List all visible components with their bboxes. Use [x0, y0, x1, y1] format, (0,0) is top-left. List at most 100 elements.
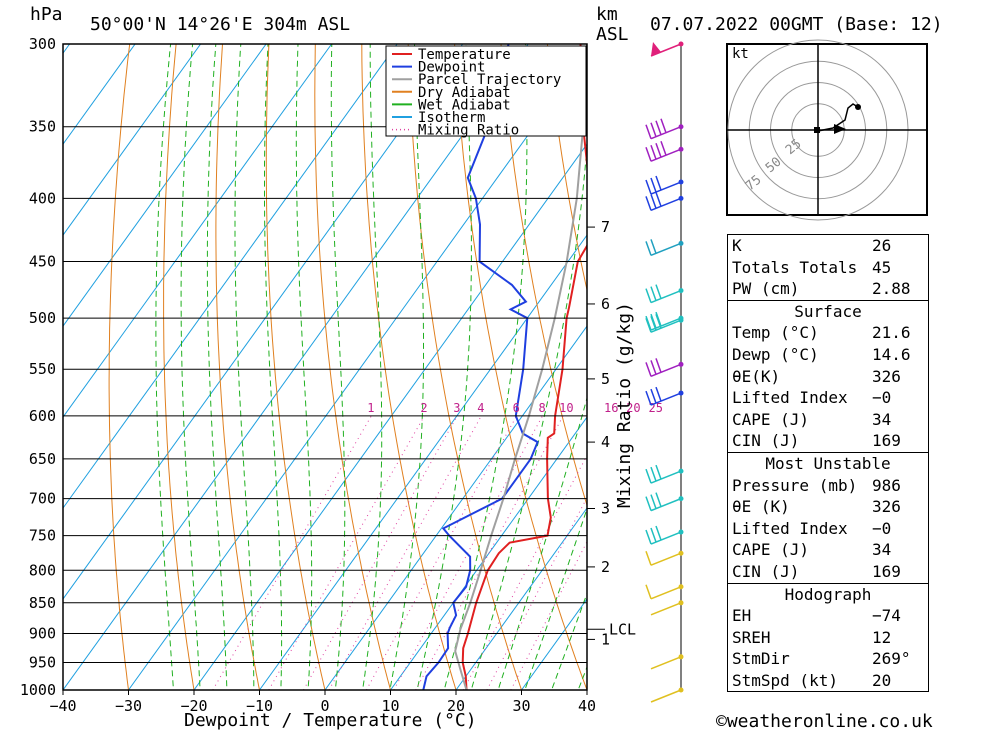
table-row: K 26	[728, 235, 928, 257]
table-section-title: Hodograph	[784, 584, 872, 604]
isotherm-line	[63, 44, 202, 236]
isotherm-line	[0, 44, 4, 690]
wet-adiabat-line	[362, 44, 383, 690]
x-tick-label: 20	[447, 697, 465, 715]
km-tick-label: 2	[601, 558, 610, 576]
table-row: Dewp (°C) 14.6	[728, 344, 928, 366]
wind-barb-feather	[655, 120, 662, 135]
mixing-ratio-line	[328, 415, 482, 690]
wind-barb-feather	[650, 360, 657, 375]
hodograph-trace	[817, 103, 859, 132]
wind-barb	[650, 600, 684, 616]
km-tick-label: 5	[601, 370, 610, 388]
wind-barb-shaft	[650, 289, 682, 304]
isotherm-line	[63, 44, 529, 690]
mixing-ratio-label: 10	[559, 401, 573, 415]
wind-barb-pennant	[651, 42, 661, 56]
wind-barb-feather	[650, 527, 657, 543]
dry-adiabat-line	[361, 44, 457, 690]
mixing-ratio-label: 20	[626, 401, 640, 415]
wind-barb-feather	[645, 468, 652, 484]
wind-barb-feather	[650, 194, 657, 209]
table-row-value: 14.6	[872, 344, 911, 364]
table-row-label: CIN (J)	[732, 561, 800, 581]
wind-barb-feather	[655, 525, 662, 541]
wind-barb-feather	[660, 140, 667, 156]
wind-barb-feather	[650, 315, 657, 331]
table-row-label: StmDir	[732, 649, 790, 669]
table-row-label: CAPE (J)	[732, 409, 810, 429]
plot-frame	[62, 43, 588, 691]
pressure-tick-label: 550	[29, 360, 56, 378]
asl-unit-label: ASL	[596, 24, 629, 45]
table-row: PW (cm) 2.88	[728, 278, 928, 300]
table-row-label: PW (cm)	[732, 279, 800, 299]
lcl-label: LCL	[609, 620, 636, 638]
table-row-value: 326	[872, 497, 901, 517]
wind-barb-feather	[650, 466, 657, 482]
table-row: CAPE (J) 34	[728, 409, 928, 431]
copyright-footer: ©weatheronline.co.uk	[716, 711, 933, 732]
wet-adiabat-line	[295, 44, 313, 690]
wind-barb	[650, 687, 684, 703]
table-row: CIN (J) 169	[728, 430, 928, 452]
dry-adiabat-line	[265, 44, 326, 690]
table-row-value: 269°	[872, 649, 911, 669]
wind-barb-feather	[655, 142, 662, 158]
wind-barb-shaft	[650, 197, 682, 212]
wind-barb-shaft	[650, 602, 682, 616]
table-row-label: CAPE (J)	[732, 540, 810, 560]
wind-barb-feather	[645, 241, 652, 256]
pressure-tick-label: 450	[29, 253, 56, 271]
hpa-unit-label: hPa	[30, 4, 63, 25]
mixing-ratio-label: 2	[420, 401, 427, 415]
table-row: θE (K) 326	[728, 496, 928, 518]
pressure-tick-label: 400	[29, 189, 56, 207]
wet-adiabat-line	[155, 44, 175, 690]
hodograph-end-dot	[855, 104, 861, 110]
legend-label: Dewpoint	[418, 60, 485, 76]
mixing-ratio-line	[365, 415, 518, 690]
wind-barb	[645, 284, 684, 304]
table-row-value: 986	[872, 475, 901, 495]
mixing-ratio-label: 6	[513, 401, 520, 415]
table-row: Temp (°C) 21.6	[728, 322, 928, 344]
wind-barb-feather	[650, 239, 657, 254]
dry-adiabat-line	[959, 26, 1000, 716]
isotherm-line	[324, 325, 587, 690]
pressure-tick-label: 900	[29, 625, 56, 643]
table-section: Hodograph EH −74 SREH 12 StmDir 269° StmSpd (kt…	[728, 582, 928, 692]
wind-barb-shaft	[650, 242, 682, 257]
wind-barb-shaft	[650, 689, 682, 703]
pressure-tick-label: 750	[29, 527, 56, 545]
table-row-value: −0	[872, 388, 892, 408]
wind-barb-feather	[645, 124, 652, 139]
table-row-label: θE(K)	[732, 366, 781, 386]
wet-adiabat-line	[524, 507, 587, 690]
wind-barb-feather	[645, 496, 652, 511]
isotherm-line	[455, 507, 587, 690]
legend-label: Isotherm	[418, 110, 485, 126]
wind-barb-shaft	[650, 181, 682, 195]
wind-barb-feather	[645, 529, 652, 545]
table-row-label: StmSpd (kt)	[732, 670, 838, 690]
table-row-label: Lifted Index	[732, 518, 848, 538]
table-row: EH −74	[728, 605, 928, 627]
table-row-label: K	[732, 236, 742, 255]
wind-barb-feather	[645, 317, 652, 333]
mixing-ratio-label: 3	[453, 401, 460, 415]
wind-barb-feather	[655, 284, 662, 299]
wind-barb-feather	[645, 390, 652, 406]
isotherm-line	[63, 44, 267, 327]
table-row-label: CIN (J)	[732, 431, 800, 451]
pressure-tick-label: 1000	[20, 681, 56, 699]
mixing-ratio-line	[393, 415, 543, 690]
table-section-title: Surface	[794, 301, 862, 321]
wind-barb	[645, 492, 684, 512]
legend-label: Temperature	[418, 47, 511, 63]
wind-barb-feather	[650, 177, 657, 193]
wind-barb-feather	[645, 550, 652, 566]
legend-box	[385, 45, 587, 137]
mixing-ratio-axis-title: Mixing Ratio (g/kg)	[614, 302, 635, 508]
table-row-label: Pressure (mb)	[732, 475, 858, 495]
